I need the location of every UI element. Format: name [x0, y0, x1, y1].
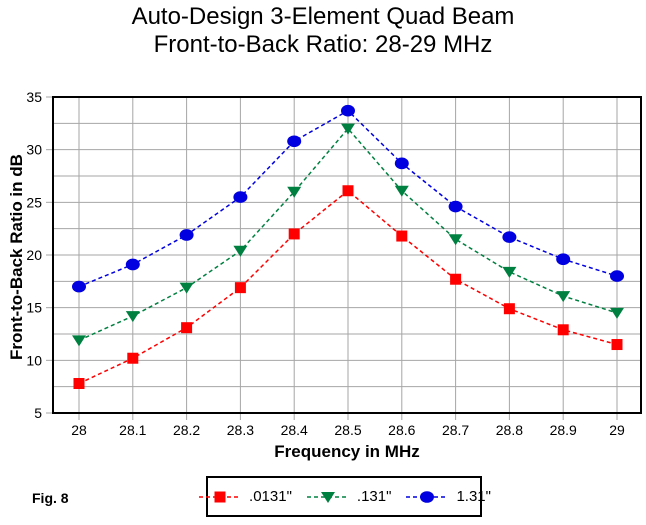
x-tick-label: 28.2 — [173, 422, 200, 438]
square-marker — [557, 324, 569, 336]
legend-label-0: .0131" — [249, 488, 292, 505]
chart-title-line2: Front-to-Back Ratio: 28-29 MHz — [153, 31, 493, 58]
triangle-down-marker — [233, 245, 248, 257]
circle-marker — [179, 229, 194, 241]
circle-marker — [394, 157, 409, 170]
series-2 — [72, 104, 624, 293]
circle-marker — [420, 490, 435, 503]
circle-marker — [448, 200, 463, 213]
x-tick-label: 28.9 — [550, 422, 577, 438]
x-tick-label: 28.3 — [227, 422, 254, 438]
gridlines — [53, 97, 641, 413]
triangle-down-marker — [125, 311, 140, 323]
y-tick-label: 25 — [26, 194, 42, 210]
triangle-down-marker — [320, 491, 335, 503]
legend-item-0: .0131" — [197, 488, 292, 505]
square-marker — [234, 282, 246, 294]
square-marker — [450, 273, 462, 285]
y-tick-label: 20 — [26, 247, 42, 263]
series-line-1 — [78, 127, 618, 342]
x-tick-label: 28.4 — [281, 422, 308, 438]
figure-label: Fig. 8 — [32, 490, 69, 506]
x-tick-label: 28.5 — [334, 422, 361, 438]
x-tick-label: 29 — [609, 422, 625, 438]
square-marker — [503, 303, 515, 315]
legend-item-2: 1.31" — [404, 488, 491, 505]
y-axis-title: Front-to-Back Ratio in dB — [7, 154, 26, 360]
triangle-down-marker — [556, 291, 571, 303]
triangle-down-marker — [179, 282, 194, 294]
circle-marker — [233, 191, 248, 203]
chart-title: Auto-Design 3-Element Quad Beam Front-to… — [0, 3, 646, 59]
x-tick-label: 28 — [71, 422, 87, 438]
series-line-0 — [78, 189, 618, 385]
square-marker — [611, 339, 623, 351]
circle-marker — [610, 270, 624, 282]
circle-marker — [556, 253, 571, 266]
plot-svg: 28 28.1 28.2 28.3 28.4 28.5 28.6 28.7 28.8 28.9 29… — [26, 89, 642, 438]
legend-marker-1 — [306, 491, 349, 503]
legend-marker-2 — [406, 490, 449, 503]
square-marker — [396, 230, 408, 242]
legend-item-1: .131" — [305, 488, 392, 505]
x-tick-label: 28.8 — [496, 422, 523, 438]
triangle-down-marker — [287, 186, 302, 198]
square-marker — [342, 185, 354, 197]
triangle-down-marker — [502, 266, 517, 278]
square-marker — [73, 378, 85, 390]
legend-marker-0 — [199, 491, 242, 502]
square-marker — [127, 352, 139, 364]
square-marker — [288, 228, 300, 240]
y-tick-label: 15 — [26, 300, 42, 316]
legend: .0131" .131" 1.31" — [199, 476, 491, 517]
x-axis-title: Frequency in MHz — [274, 442, 420, 461]
tick-labels: 28 28.1 28.2 28.3 28.4 28.5 28.6 28.7 28.8 28.9 29… — [26, 89, 625, 438]
series-1 — [72, 123, 624, 347]
triangle-down-marker — [341, 123, 355, 135]
circle-marker — [502, 231, 517, 243]
circle-marker — [125, 258, 140, 271]
x-tick-label: 28.6 — [388, 422, 415, 438]
triangle-down-marker — [394, 185, 409, 197]
plot-border — [52, 96, 642, 414]
y-tick-label: 30 — [26, 142, 42, 158]
y-tick-label: 35 — [26, 89, 42, 105]
x-tick-label: 28.7 — [442, 422, 469, 438]
triangle-down-marker — [610, 307, 624, 319]
square-marker — [181, 322, 193, 334]
legend-label-1: .131" — [356, 488, 392, 505]
circle-marker — [287, 135, 302, 148]
x-tick-label: 28.1 — [119, 422, 146, 438]
circle-marker — [72, 280, 86, 293]
square-marker — [214, 491, 226, 502]
triangle-down-marker — [72, 335, 86, 347]
chart-title-line1: Auto-Design 3-Element Quad Beam — [131, 3, 515, 30]
legend-label-2: 1.31" — [456, 488, 491, 505]
series-0 — [73, 185, 623, 390]
y-tick-label: 10 — [26, 352, 42, 368]
tick-marks — [46, 96, 618, 420]
circle-marker — [341, 104, 355, 117]
y-tick-label: 5 — [34, 405, 42, 421]
triangle-down-marker — [448, 234, 463, 246]
